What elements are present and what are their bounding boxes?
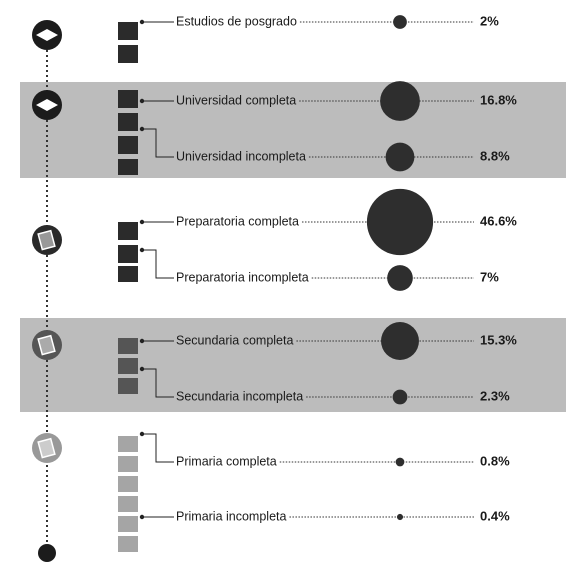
- category-label: Estudios de posgrado: [176, 14, 297, 28]
- cap-icon: [36, 99, 58, 111]
- category-label: Primaria completa: [176, 454, 277, 468]
- cap-icon: [36, 29, 58, 41]
- connector: [140, 249, 174, 279]
- squares: [118, 22, 138, 552]
- group-band: [20, 318, 566, 412]
- connector: [140, 433, 174, 463]
- bubble: [396, 513, 404, 521]
- connector-dot: [139, 366, 145, 372]
- connector-dot: [139, 19, 145, 25]
- connector: [140, 128, 174, 158]
- connector-dot: [139, 338, 145, 344]
- connector-dot: [139, 219, 145, 225]
- category-label: Secundaria incompleta: [176, 389, 303, 403]
- bubble: [381, 322, 419, 360]
- bubble: [395, 457, 405, 467]
- value-label: 8.8%: [480, 148, 510, 163]
- value-label: 2.3%: [480, 388, 510, 403]
- group-band: [20, 82, 566, 178]
- value-label: 46.6%: [480, 213, 517, 228]
- book-icon: [37, 229, 56, 251]
- category-label: Preparatoria completa: [176, 214, 299, 228]
- bubble: [387, 265, 413, 291]
- book-icon: [37, 334, 56, 356]
- bubble: [366, 188, 434, 256]
- connector-dot: [139, 98, 145, 104]
- bubble: [393, 15, 407, 29]
- category-label: Universidad completa: [176, 93, 296, 107]
- category-label: Preparatoria incompleta: [176, 270, 309, 284]
- bubble: [385, 142, 415, 172]
- category-label: Secundaria completa: [176, 333, 293, 347]
- category-label: Primaria incompleta: [176, 509, 287, 523]
- value-label: 15.3%: [480, 332, 517, 347]
- bubble: [392, 389, 408, 405]
- book-icon: [37, 437, 56, 459]
- value-label: 0.8%: [480, 453, 510, 468]
- bubble: [380, 81, 420, 121]
- connector-dot: [139, 247, 145, 253]
- value-label: 16.8%: [480, 92, 517, 107]
- value-label: 0.4%: [480, 508, 510, 523]
- value-label: 2%: [480, 13, 499, 28]
- category-label: Universidad incompleta: [176, 149, 306, 163]
- level-icons: [32, 20, 62, 562]
- end-dot: [38, 544, 56, 562]
- value-label: 7%: [480, 269, 499, 284]
- connector: [140, 368, 174, 398]
- connector-dot: [139, 126, 145, 132]
- connector-dot: [139, 514, 145, 520]
- connector-dot: [139, 431, 145, 437]
